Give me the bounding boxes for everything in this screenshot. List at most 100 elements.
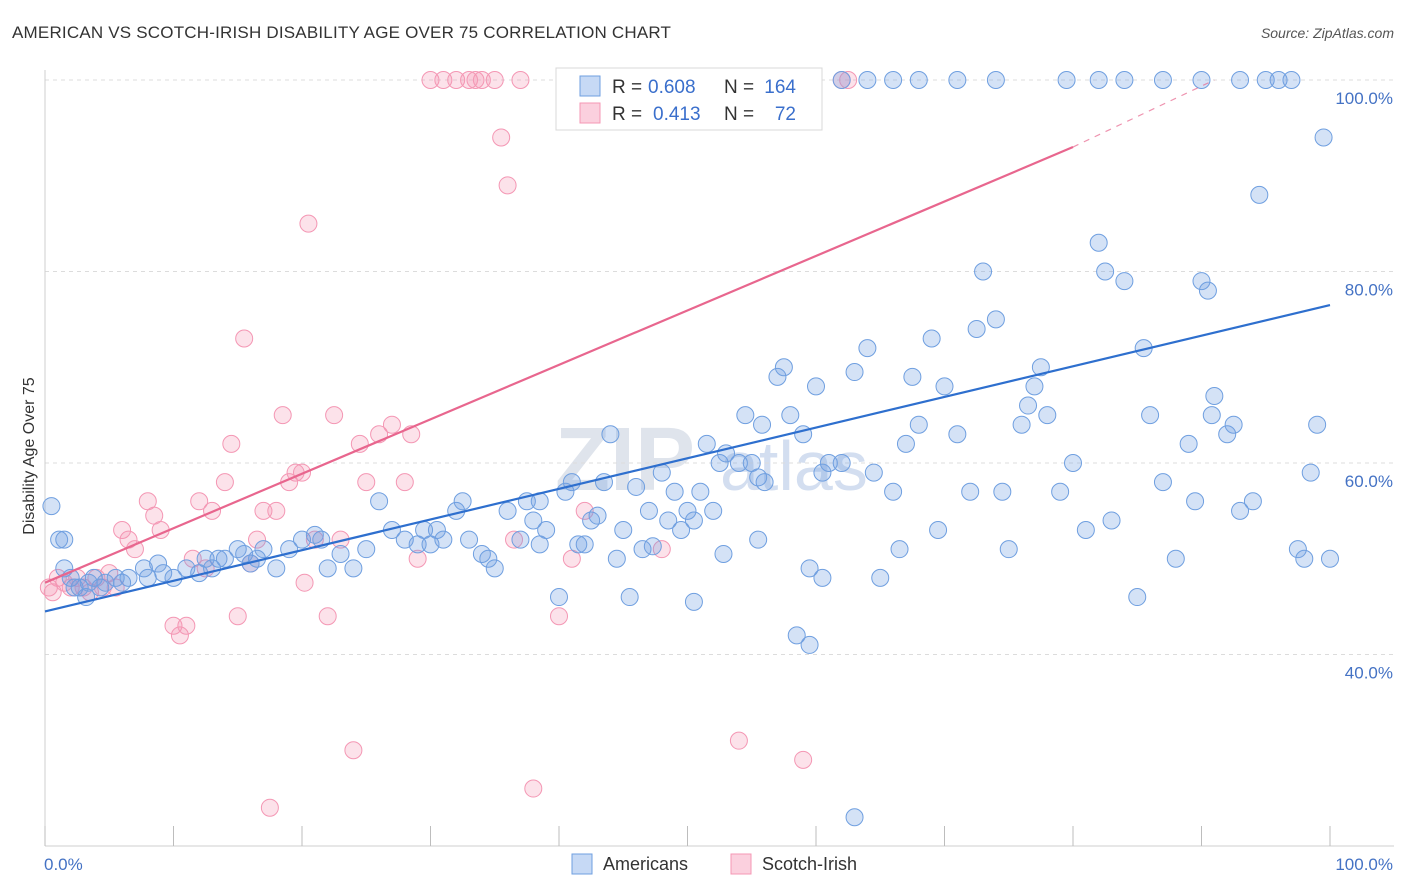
americans-point <box>575 535 594 554</box>
scotch-irish-point <box>344 741 363 760</box>
americans-point <box>215 549 234 568</box>
americans-point <box>1153 473 1172 492</box>
legend-n-label-2: N = <box>724 104 754 125</box>
americans-point <box>665 482 684 501</box>
scotch-irish-point <box>524 779 543 798</box>
americans-point <box>1076 521 1095 540</box>
americans-point <box>1321 549 1339 568</box>
scotch-irish-trend-extension <box>1072 79 1215 148</box>
americans-point <box>1186 492 1205 511</box>
americans-point <box>1102 511 1121 530</box>
americans-point <box>1288 540 1307 559</box>
scotch-irish-trend-line <box>44 146 1074 584</box>
americans-point <box>614 521 633 540</box>
scotch-irish-point <box>498 176 517 195</box>
americans-point <box>154 564 173 583</box>
americans-point <box>1256 71 1275 89</box>
americans-point <box>845 808 864 827</box>
americans-point <box>138 568 157 587</box>
americans-point <box>787 626 806 645</box>
americans-point <box>1038 406 1057 425</box>
americans-point <box>196 549 215 568</box>
americans-point <box>627 477 646 496</box>
scotch-irish-point <box>273 406 292 425</box>
americans-point <box>858 339 877 358</box>
chart-source: Source: ZipAtlas.com <box>1261 25 1394 41</box>
y-tick-labels: 100.0% 80.0% 60.0% 40.0% <box>1335 89 1393 683</box>
scotch-irish-point <box>421 71 440 89</box>
watermark-zip: ZIP <box>555 410 695 510</box>
americans-point <box>119 568 138 587</box>
americans-point <box>684 592 703 611</box>
scotch-irish-point <box>447 71 466 89</box>
scotch-irish-point <box>254 501 273 520</box>
americans-point <box>832 454 851 472</box>
americans-point <box>967 319 986 338</box>
americans-point <box>800 635 819 654</box>
americans-point <box>134 559 153 578</box>
americans-point <box>91 578 110 597</box>
americans-point <box>370 492 389 511</box>
scotch-irish-point <box>215 473 234 492</box>
americans-point <box>1064 454 1082 472</box>
americans-point <box>70 578 89 597</box>
americans-point <box>607 549 626 568</box>
watermark-atlas: atlas <box>720 427 868 505</box>
americans-point <box>974 262 993 281</box>
scotch-irish-point <box>729 731 748 750</box>
americans-point <box>1243 492 1262 511</box>
americans-point <box>1115 272 1134 291</box>
americans-point <box>1115 71 1134 89</box>
scotch-irish-point <box>299 214 318 233</box>
americans-point <box>678 501 697 520</box>
scotch-irish-point <box>466 71 485 89</box>
americans-point <box>1308 415 1327 434</box>
scotch-irish-point <box>550 607 568 626</box>
americans-point <box>884 482 903 501</box>
legend-n-value-2: 72 <box>775 104 796 125</box>
americans-point <box>1218 425 1237 444</box>
scotch-irish-point <box>318 607 337 626</box>
americans-point <box>753 415 772 434</box>
legend-swatch-scotch-irish <box>579 102 601 124</box>
scotch-irish-point <box>164 616 183 635</box>
americans-point <box>1019 396 1038 415</box>
scotch-irish-point <box>505 530 524 549</box>
americans-point <box>1153 71 1172 89</box>
americans-point <box>1179 434 1198 453</box>
scotch-irish-point <box>43 583 62 602</box>
y-tick-label: 60.0% <box>1345 472 1393 491</box>
americans-point <box>318 559 337 578</box>
americans-point <box>427 521 446 540</box>
americans-point <box>909 71 928 89</box>
chart-title: AMERICAN VS SCOTCH-IRISH DISABILITY AGE … <box>12 23 671 42</box>
americans-point <box>710 454 729 472</box>
legend-r-label-2: R = <box>612 104 642 125</box>
bottom-legend-americans: Americans <box>603 854 688 874</box>
x-tick-label-left: 0.0% <box>44 855 83 874</box>
americans-point <box>749 530 768 549</box>
americans-point <box>1224 415 1243 434</box>
y-tick-label: 80.0% <box>1345 281 1393 300</box>
americans-point <box>800 559 819 578</box>
americans-point <box>1031 358 1050 377</box>
americans-point <box>267 559 286 578</box>
legend-n-value-1: 164 <box>764 77 796 98</box>
americans-point <box>672 521 691 540</box>
americans-point <box>922 329 941 348</box>
americans-point <box>749 468 768 487</box>
scotch-irish-point <box>113 521 132 540</box>
legend-n-label-1: N = <box>724 77 754 98</box>
americans-point <box>50 530 69 549</box>
bottom-legend-scotch-irish: Scotch-Irish <box>762 854 857 874</box>
americans-point <box>149 554 168 573</box>
americans-point <box>1012 415 1031 434</box>
americans-point <box>1192 272 1211 291</box>
americans-point <box>993 482 1012 501</box>
americans-point <box>1314 128 1333 147</box>
americans-trend-line <box>44 303 1331 613</box>
bottom-legend-swatch-scotch-irish <box>730 853 752 875</box>
americans-point <box>999 540 1018 559</box>
americans-point <box>1198 281 1217 300</box>
americans-point <box>639 501 658 520</box>
